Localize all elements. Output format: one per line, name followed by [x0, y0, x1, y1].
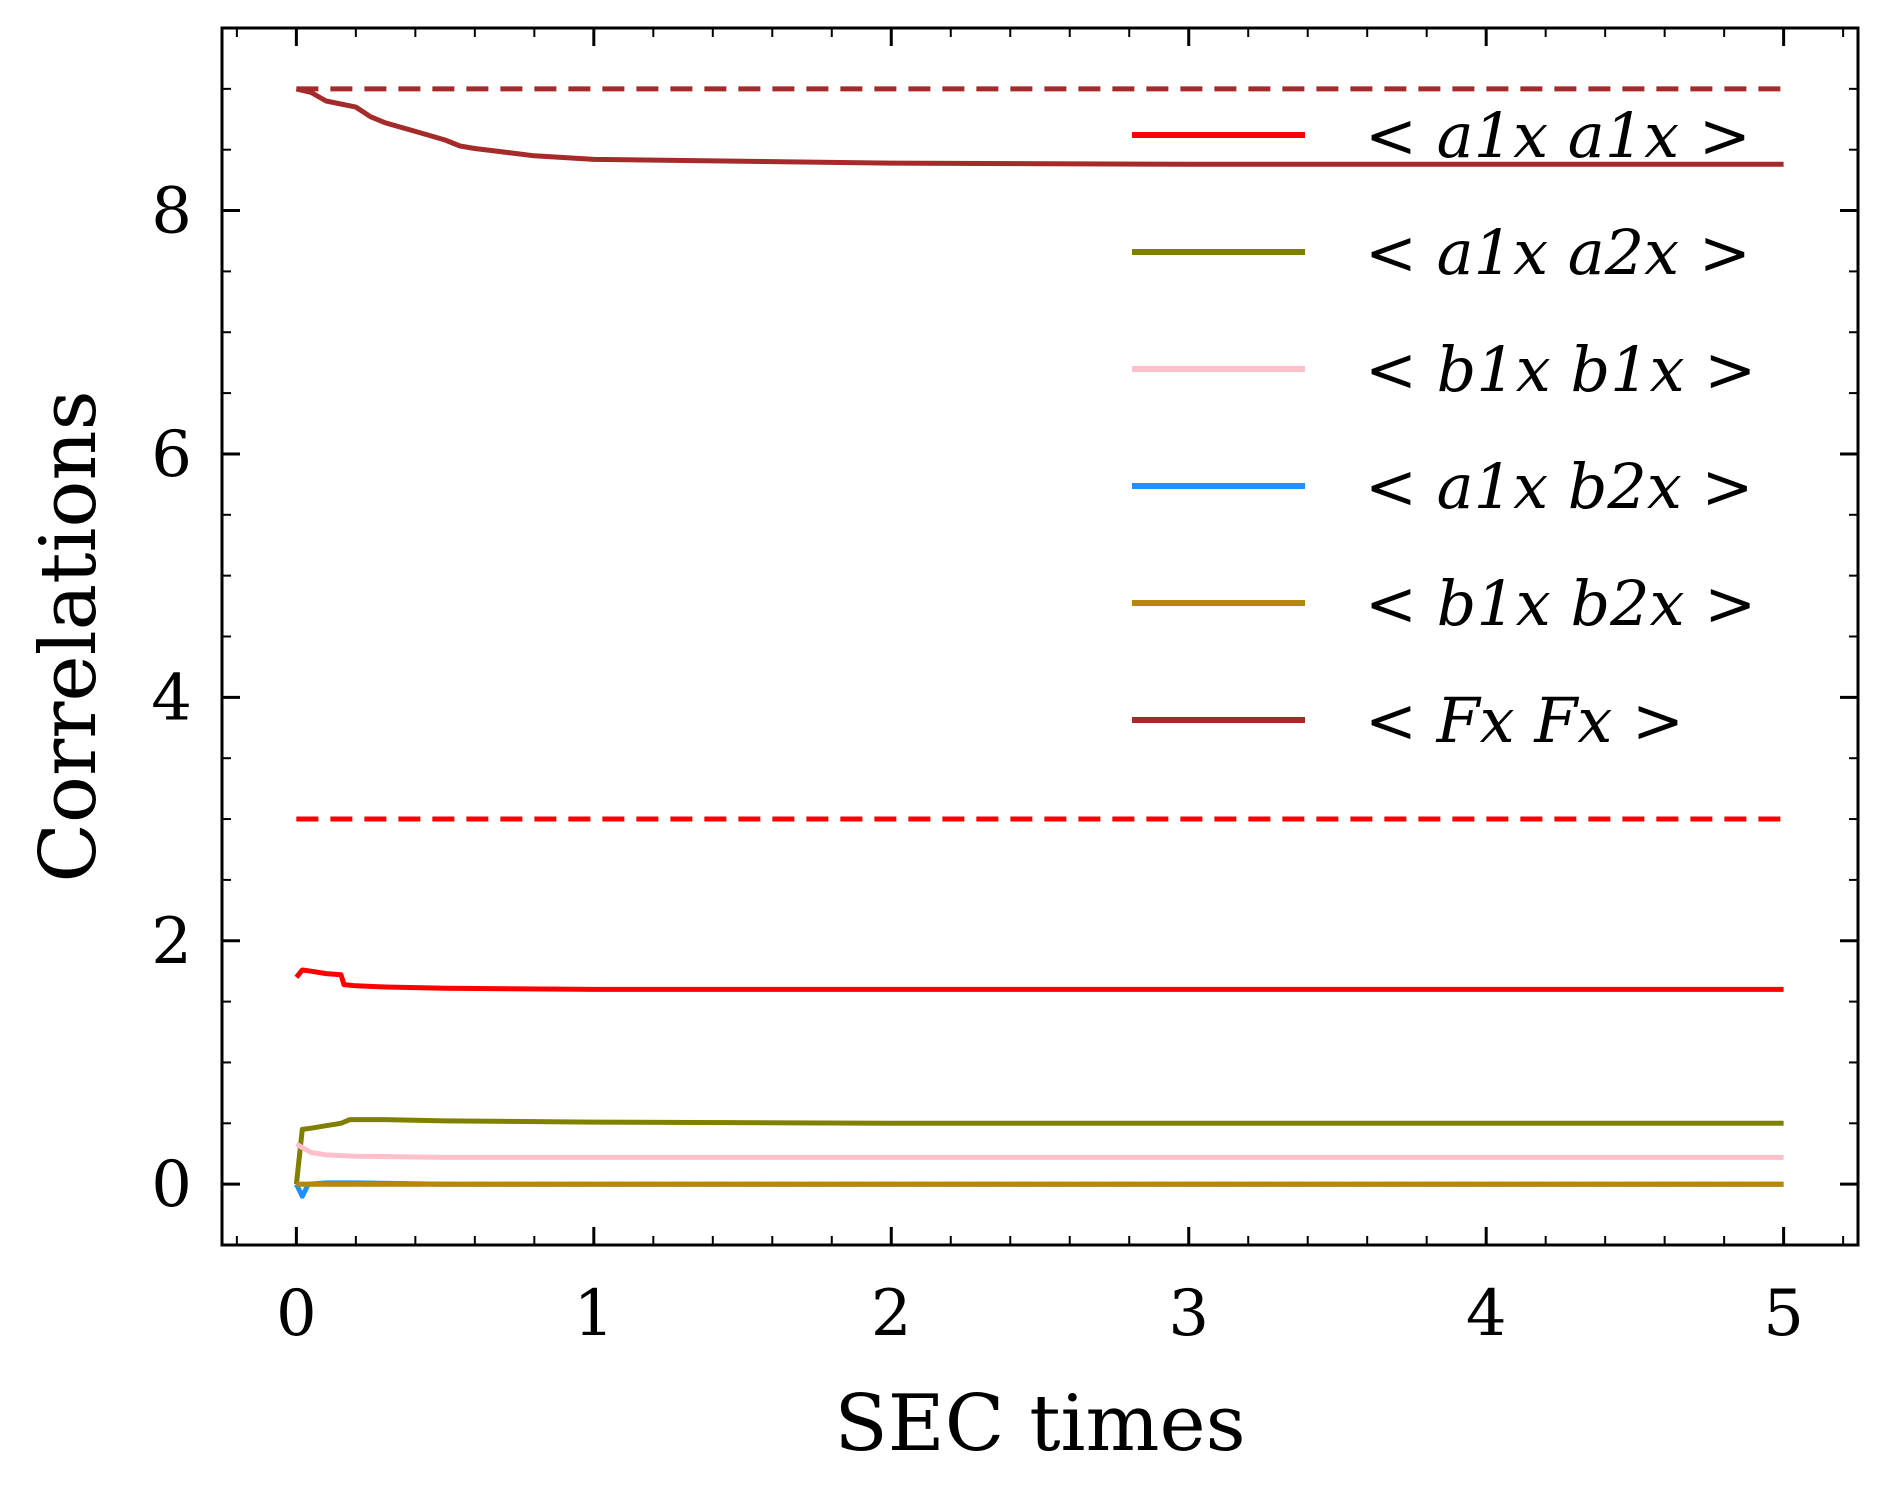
series-line: [295, 1141, 1784, 1160]
series-layer: [293, 86, 1784, 1199]
y-tick-label: 6: [151, 418, 192, 492]
y-tick-label: 0: [151, 1148, 192, 1222]
y-tick-label: 4: [151, 661, 192, 735]
legend-label: < a1x a1x >: [1365, 99, 1751, 172]
legend-label: < a1x b2x >: [1365, 450, 1754, 523]
x-tick-label: 5: [1763, 1277, 1804, 1351]
ticks-layer: 0 1 2 3 4 5 0 2 4 6 8: [151, 27, 1858, 1351]
x-tick-label: 4: [1466, 1277, 1507, 1351]
legend-label: < Fx Fx >: [1365, 684, 1684, 757]
legend-label: < b1x b2x >: [1365, 567, 1756, 640]
x-tick-label: 1: [573, 1277, 614, 1351]
series-line: [294, 967, 1784, 992]
y-tick-label: 8: [151, 175, 192, 249]
legend: < a1x a1x > < a1x a2x > < b1x b1x > < a1x b…: [1132, 99, 1756, 757]
series-line: [295, 86, 1784, 167]
x-tick-label: 2: [871, 1277, 912, 1351]
y-tick-label: 2: [151, 905, 192, 979]
legend-label: < b1x b1x >: [1365, 333, 1756, 406]
series-line: [293, 1117, 1784, 1185]
x-tick-label: 3: [1168, 1277, 1209, 1351]
x-tick-label: 0: [276, 1277, 317, 1351]
legend-label: < a1x a2x >: [1365, 216, 1751, 289]
y-axis-label: Correlations: [24, 390, 114, 882]
x-axis-label: SEC times: [834, 1379, 1245, 1469]
